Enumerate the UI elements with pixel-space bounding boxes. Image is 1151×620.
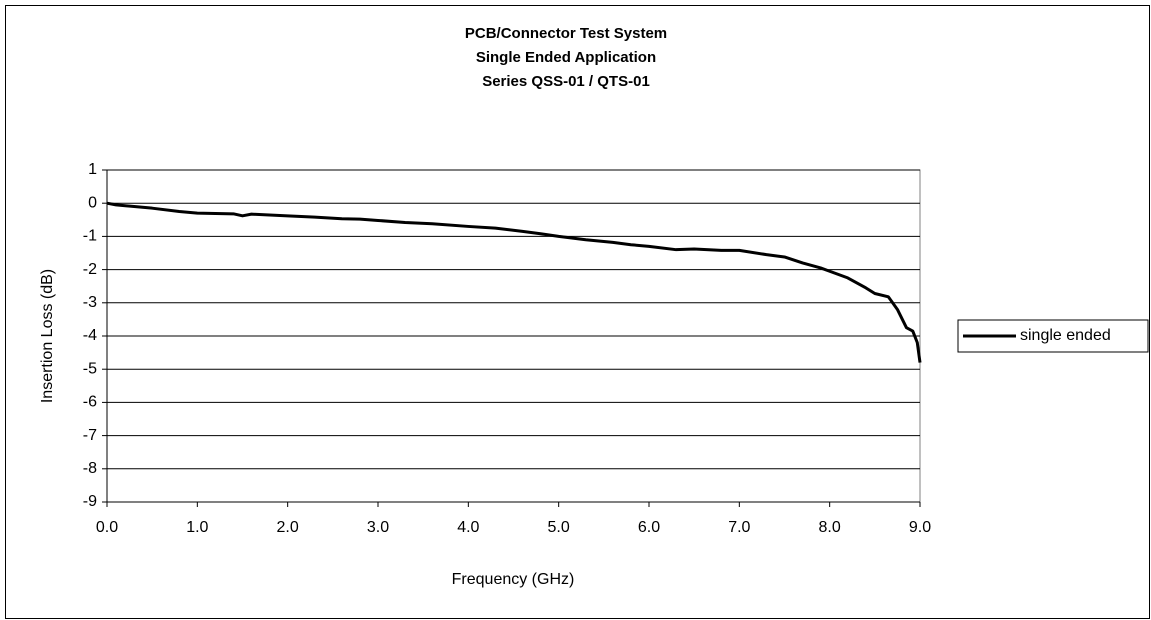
legend-label: single ended xyxy=(1020,327,1111,344)
y-tick-label: -1 xyxy=(83,228,97,245)
x-tick-label: 8.0 xyxy=(819,519,841,536)
x-tick-label: 2.0 xyxy=(277,519,299,536)
data-line xyxy=(106,201,922,363)
y-tick-label: -2 xyxy=(83,261,97,278)
x-tick-label: 7.0 xyxy=(728,519,750,536)
y-tick-label: -4 xyxy=(83,327,97,344)
x-tick-label: 1.0 xyxy=(186,519,208,536)
y-tick-label: -3 xyxy=(83,294,97,311)
x-axis-label: Frequency (GHz) xyxy=(452,571,575,588)
x-tick-label: 3.0 xyxy=(367,519,389,536)
y-tick-label: 1 xyxy=(88,161,97,178)
y-tick-label: 0 xyxy=(88,194,97,211)
y-tick-label: -5 xyxy=(83,360,97,377)
chart-title: Series QSS-01 / QTS-01 xyxy=(482,73,650,90)
y-tick-label: -7 xyxy=(83,427,97,444)
chart-title: Single Ended Application xyxy=(476,49,656,66)
legend-box xyxy=(957,319,1149,353)
x-tick-label: 0.0 xyxy=(96,519,118,536)
x-tick-label: 9.0 xyxy=(909,519,931,536)
x-tick-label: 6.0 xyxy=(638,519,660,536)
x-tick-label: 5.0 xyxy=(548,519,570,536)
chart-title: PCB/Connector Test System xyxy=(465,25,667,42)
y-tick-label: -9 xyxy=(83,493,97,510)
y-tick-label: -8 xyxy=(83,460,97,477)
x-tick-label: 4.0 xyxy=(457,519,479,536)
y-axis-label: Insertion Loss (dB) xyxy=(39,269,56,403)
y-tick-label: -6 xyxy=(83,394,97,411)
